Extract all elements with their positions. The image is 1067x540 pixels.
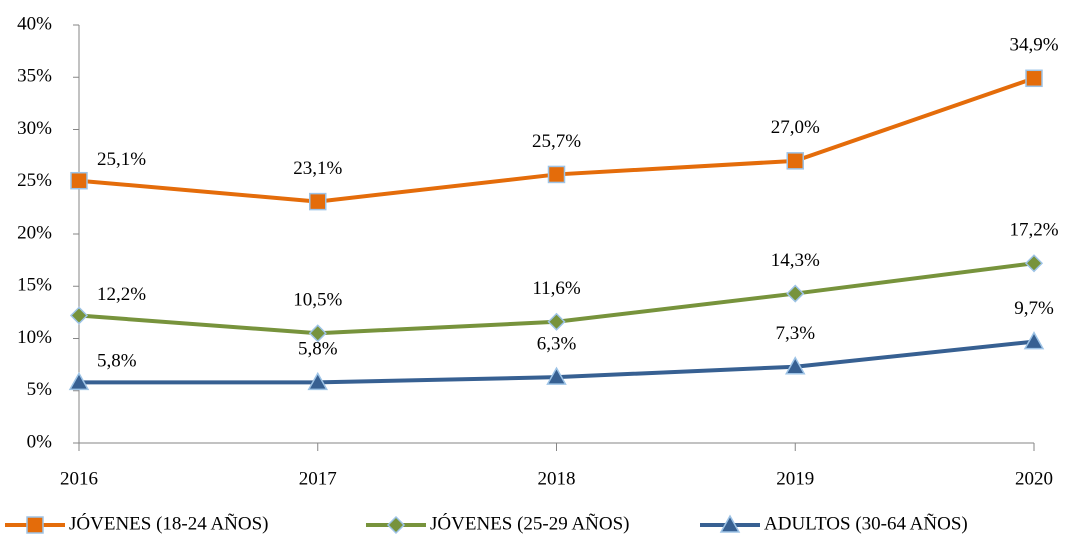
marker — [1024, 254, 1044, 273]
data-label: 23,1% — [293, 158, 342, 179]
data-label: 27,0% — [771, 117, 820, 138]
marker — [309, 192, 327, 211]
marker — [69, 306, 89, 325]
data-label: 17,2% — [1009, 220, 1058, 241]
data-label: 9,7% — [1014, 298, 1054, 319]
data-label: 7,3% — [775, 323, 815, 344]
marker — [719, 514, 741, 533]
data-label: 5,8% — [97, 351, 137, 372]
x-tick-label: 2018 — [538, 468, 576, 489]
data-label: 14,3% — [771, 250, 820, 271]
x-tick-label: 2016 — [60, 468, 98, 489]
data-label: 25,1% — [97, 149, 146, 170]
y-tick-label: 35% — [17, 66, 52, 87]
legend-label: JÓVENES (18-24 AÑOS) — [69, 512, 269, 534]
marker — [386, 515, 406, 535]
marker — [70, 171, 88, 190]
data-label: 12,2% — [97, 284, 146, 305]
data-label: 34,9% — [1009, 35, 1058, 56]
data-label: 11,6% — [532, 278, 581, 299]
y-tick-label: 25% — [17, 170, 52, 191]
marker — [546, 366, 567, 385]
y-tick-label: 20% — [17, 222, 52, 243]
x-tick-label: 2019 — [776, 468, 814, 489]
marker — [786, 284, 805, 303]
data-label: 10,5% — [293, 290, 342, 311]
y-tick-label: 15% — [17, 275, 52, 296]
y-tick-label: 10% — [17, 327, 52, 348]
marker — [308, 324, 327, 343]
marker — [26, 516, 44, 534]
marker — [784, 356, 806, 375]
data-label: 5,8% — [298, 339, 338, 360]
x-tick-label: 2020 — [1015, 468, 1053, 489]
marker — [547, 312, 566, 331]
y-tick-label: 40% — [17, 13, 52, 34]
y-tick-label: 5% — [27, 379, 53, 400]
legend-label: ADULTOS (30-64 AÑOS) — [764, 512, 968, 534]
y-tick-label: 0% — [27, 431, 53, 452]
marker — [547, 165, 566, 184]
data-label: 25,7% — [532, 131, 581, 152]
y-tick-label: 30% — [17, 118, 52, 139]
legend-label: JÓVENES (25-29 AÑOS) — [430, 512, 630, 534]
marker — [1023, 331, 1045, 350]
marker — [307, 371, 329, 391]
marker — [68, 371, 90, 391]
data-label: 6,3% — [537, 334, 577, 355]
marker — [786, 152, 804, 170]
marker — [1025, 69, 1043, 88]
x-tick-label: 2017 — [299, 468, 337, 489]
